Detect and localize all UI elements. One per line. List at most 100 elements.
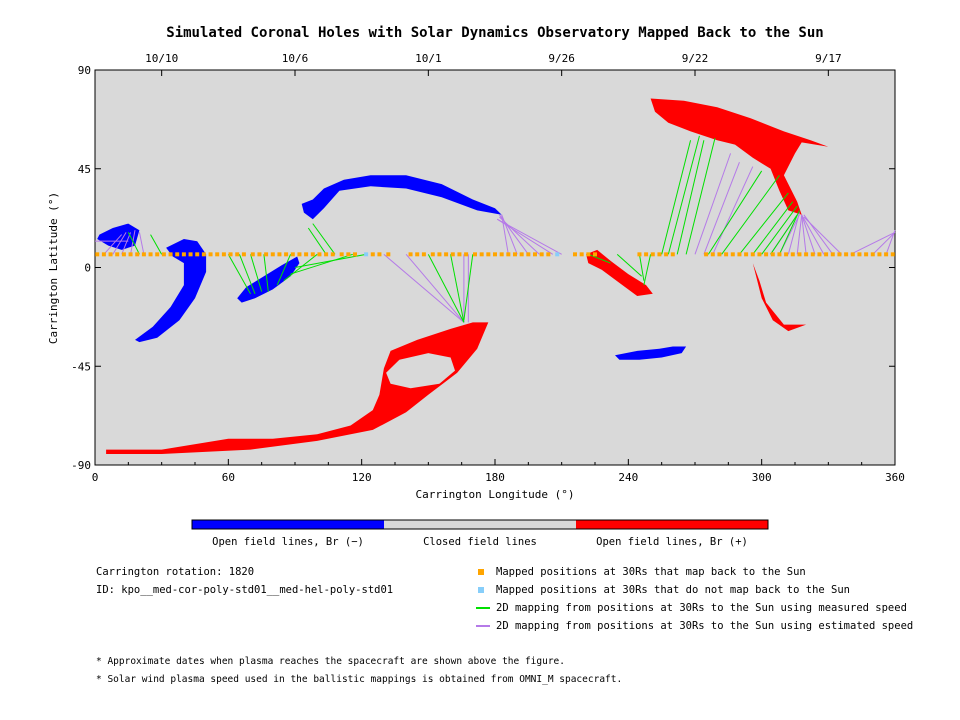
measured-mapping-line-4 [250, 254, 263, 292]
not-mapped-point-0 [364, 252, 369, 257]
estimated-mapping-line-18 [712, 166, 754, 255]
mapped-point-85 [784, 252, 789, 257]
mapped-point-46 [437, 252, 442, 257]
mapped-point-86 [790, 252, 795, 257]
measured-mapping-line-13 [450, 254, 465, 323]
legend-estimated: 2D mapping from positions at 30Rs to the… [476, 619, 913, 633]
mapped-point-77 [730, 252, 735, 257]
mapped-point-26 [270, 252, 275, 257]
mapped-point-68 [644, 252, 649, 257]
measured-mapping-line-14 [463, 254, 474, 321]
estimated-mapping-line-15 [496, 218, 562, 255]
mapped-point-3 [115, 252, 120, 257]
measured-mapping-line-24 [721, 175, 780, 255]
measured-mapping-line-16 [616, 253, 643, 277]
mapped-point-95 [850, 252, 855, 257]
mapped-point-93 [837, 252, 842, 257]
mapped-point-6 [135, 252, 140, 257]
x-tick-label-6: 360 [885, 471, 905, 484]
estimated-mapping-line-7 [405, 254, 465, 323]
measured-mapping-line-21 [676, 140, 705, 255]
estimated-mapping-line-21 [787, 212, 800, 255]
estimated-mapping-line-22 [796, 214, 803, 255]
mapped-point-94 [844, 252, 849, 257]
mapped-point-100 [884, 252, 889, 257]
axis-ticks [94, 69, 896, 466]
measured-mapping-line-12 [427, 254, 465, 323]
y-tick-label-0: 90 [78, 64, 91, 77]
legend-not-mapped: Mapped positions at 30Rs that do not map… [476, 583, 850, 597]
mapped-point-49 [457, 252, 462, 257]
chart-title: Simulated Coronal Holes with Solar Dynam… [166, 25, 823, 41]
x-tick-label-3: 180 [485, 471, 505, 484]
mapped-point-81 [757, 252, 762, 257]
mapped-point-83 [770, 252, 775, 257]
measured-mapping-line-20 [667, 135, 700, 255]
colorbar-label-closed: Closed field lines [423, 536, 537, 548]
mapped-point-60 [533, 252, 537, 257]
mapped-point-101 [890, 252, 895, 257]
mapped-point-58 [519, 252, 524, 257]
mapped-point-73 [704, 252, 709, 257]
estimated-mapping-line-25 [801, 214, 825, 255]
mapped-point-47 [444, 252, 449, 257]
legend-measured-swatch [476, 607, 490, 609]
negative-coronal-hole-4 [615, 346, 687, 360]
mapped-point-53 [486, 252, 491, 257]
mapped-point-16 [201, 252, 206, 257]
measured-mapping-line-6 [276, 254, 292, 286]
mapped-point-24 [257, 252, 262, 257]
mapped-point-11 [168, 252, 173, 257]
mapped-point-31 [304, 252, 309, 257]
estimated-mapping-line-5 [138, 232, 145, 255]
mapped-point-42 [408, 252, 413, 257]
legend-estimated-label: 2D mapping from positions at 30Rs to the… [496, 620, 914, 632]
mapped-point-65 [586, 252, 591, 257]
mapped-point-22 [241, 252, 246, 257]
mapped-point-63 [573, 252, 577, 257]
mapped-point-17 [208, 252, 213, 257]
date-tick-label-3: 9/26 [548, 52, 575, 65]
carrington-rotation: Carrington rotation: 1820 [96, 566, 255, 578]
mapped-point-34 [324, 252, 329, 257]
date-tick-label-5: 9/17 [815, 52, 842, 65]
mapped-point-67 [637, 252, 642, 257]
mapped-point-57 [513, 252, 517, 257]
measured-mapping-line-15 [588, 253, 611, 264]
mapped-point-72 [670, 252, 675, 257]
colorbar-positive [576, 520, 768, 529]
mapped-point-61 [539, 252, 544, 257]
mapped-point-25 [264, 252, 269, 257]
estimated-mapping-line-10 [501, 214, 509, 255]
x-tick-label-5: 300 [752, 471, 772, 484]
mapped-point-59 [526, 252, 531, 257]
negative-coronal-hole-0 [97, 223, 140, 250]
mapped-point-14 [188, 252, 193, 257]
mapped-point-98 [870, 252, 875, 257]
measured-mapping-line-28 [770, 214, 798, 255]
model-id: ID: kpo__med-cor-poly-std01__med-hel-pol… [96, 584, 394, 596]
negative-coronal-hole-1 [135, 239, 207, 343]
mapped-point-23 [250, 252, 255, 257]
x-tick-label-1: 60 [222, 471, 235, 484]
y-tick-label-1: 45 [78, 163, 91, 176]
mapped-point-91 [824, 252, 829, 257]
mapped-point-82 [764, 252, 769, 257]
mapped-point-70 [657, 252, 662, 257]
mapped-point-84 [777, 252, 782, 257]
estimated-mapping-line-14 [496, 218, 554, 255]
positive-coronal-hole-6 [586, 249, 653, 296]
colorbar-label-positive: Open field lines, Br (+) [596, 536, 748, 548]
date-tick-label-4: 9/22 [682, 52, 709, 65]
mapped-point-62 [546, 252, 551, 257]
negative-coronal-hole-2 [237, 256, 300, 303]
y-axis-label: Carrington Latitude (°) [47, 192, 60, 344]
mapped-point-0 [95, 252, 100, 257]
mapped-point-30 [297, 252, 302, 257]
estimated-mapping-line-17 [703, 161, 740, 255]
estimated-mapping-line-27 [803, 216, 843, 255]
mapped-point-96 [857, 252, 862, 257]
mapped-point-40 [377, 252, 382, 257]
estimated-mapping-line-23 [801, 214, 807, 255]
